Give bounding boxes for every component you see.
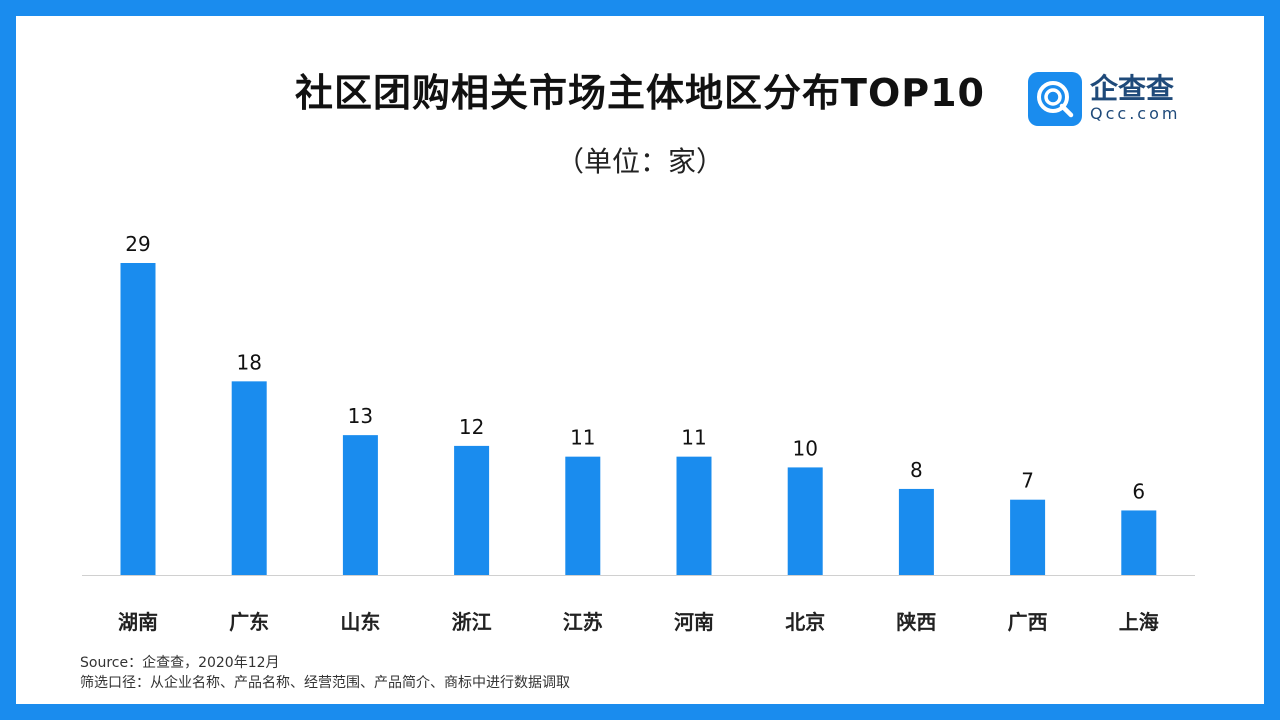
x-tick-label-1: 广东 <box>229 610 269 634</box>
bar-7 <box>898 488 934 575</box>
chart-subtitle: （单位：家） <box>555 145 724 178</box>
data-label-6: 10 <box>792 436 817 460</box>
data-label-4: 11 <box>570 426 595 450</box>
bar-0 <box>120 263 156 575</box>
x-tick-label-5: 河南 <box>674 610 714 634</box>
x-tick-label-7: 陕西 <box>896 610 936 634</box>
chart-frame <box>16 16 1264 704</box>
data-label-9: 6 <box>1132 479 1145 503</box>
data-label-3: 12 <box>459 415 484 439</box>
method-note: 筛选口径：从企业名称、产品名称、经营范围、产品简介、商标中进行数据调取 <box>80 675 570 691</box>
data-label-0: 29 <box>125 232 150 256</box>
qcc-logo: 企查查 Qcc.com <box>1028 72 1180 126</box>
bar-1 <box>231 381 267 575</box>
data-label-1: 18 <box>236 350 261 374</box>
bar-3 <box>454 445 490 575</box>
data-label-7: 8 <box>910 458 923 482</box>
data-label-5: 11 <box>681 426 706 450</box>
bar-9 <box>1121 510 1157 575</box>
bar-2 <box>342 435 378 575</box>
source-note: Source：企查查，2020年12月 <box>80 655 280 671</box>
x-tick-label-8: 广西 <box>1008 610 1048 634</box>
qcc-logo-icon <box>1028 72 1082 126</box>
data-label-8: 7 <box>1021 469 1034 493</box>
bar-6 <box>787 467 823 575</box>
x-tick-label-3: 浙江 <box>452 610 492 634</box>
x-tick-label-6: 北京 <box>785 610 825 634</box>
bar-8 <box>1010 499 1046 575</box>
bar-4 <box>565 456 601 575</box>
x-tick-label-2: 山东 <box>340 610 380 634</box>
x-tick-label-0: 湖南 <box>118 610 158 634</box>
data-label-2: 13 <box>348 404 373 428</box>
logo-name: 企查查 <box>1090 72 1175 105</box>
x-tick-label-9: 上海 <box>1119 610 1159 634</box>
x-tick-label-4: 江苏 <box>563 610 603 634</box>
logo-domain: Qcc.com <box>1090 104 1181 123</box>
chart-title: 社区团购相关市场主体地区分布TOP10 <box>295 71 985 115</box>
bar-5 <box>676 456 712 575</box>
